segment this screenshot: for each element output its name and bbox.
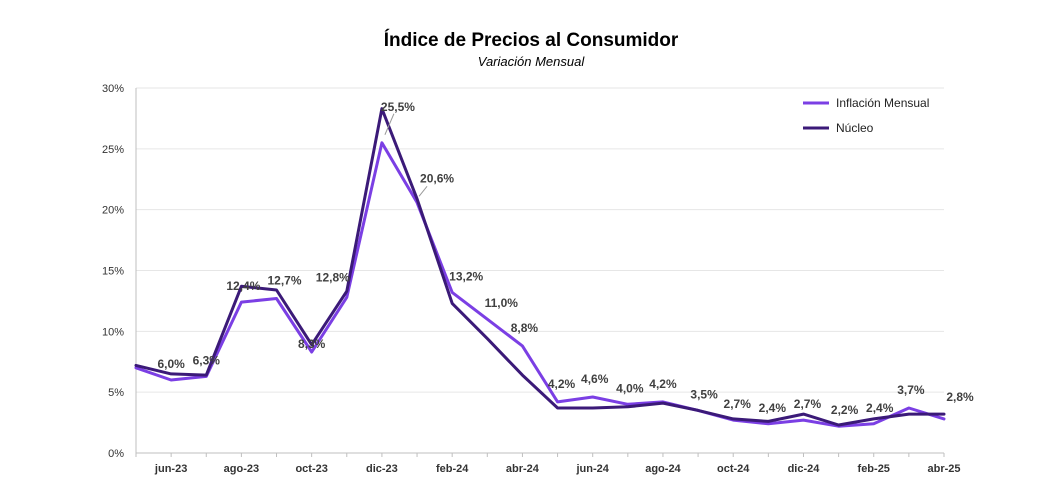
legend: Inflación Mensual Núcleo (803, 96, 929, 135)
x-tick-label: feb-25 (858, 463, 890, 475)
x-tick-label: dic-23 (366, 463, 398, 475)
data-label: 6,3% (193, 353, 221, 367)
chart-subtitle: Variación Mensual (477, 54, 585, 69)
data-label: 2,2% (831, 403, 859, 417)
x-tick-label: oct-23 (295, 463, 327, 475)
y-tick-label: 10% (102, 326, 124, 338)
x-tick-label: oct-24 (717, 463, 750, 475)
y-axis-ticks: 0% 5% 10% 15% 20% 25% 30% (102, 83, 124, 460)
y-tick-label: 30% (102, 83, 124, 95)
y-tick-label: 15% (102, 266, 124, 278)
data-label: 20,6% (420, 171, 454, 185)
data-label: 2,7% (724, 397, 752, 411)
axes (135, 88, 944, 454)
data-label: 8,8% (511, 321, 539, 335)
data-label: 2,4% (759, 401, 787, 415)
chart-title: Índice de Precios al Consumidor (383, 30, 679, 51)
data-label: 2,4% (866, 401, 894, 415)
series-line-inflacion-mensual (134, 141, 946, 428)
y-tick-label: 0% (108, 448, 124, 460)
data-label: 4,6% (581, 372, 609, 386)
y-tick-label: 20% (102, 205, 124, 217)
data-label: 4,2% (649, 377, 677, 391)
data-label: 11,0% (485, 296, 519, 310)
x-tick-label: jun-24 (575, 463, 609, 475)
x-tick-label: abr-25 (927, 463, 960, 475)
data-label: 12,8% (316, 270, 350, 284)
data-labels: 6,0% 6,3% 12,4% 12,7% 8,3% 12,8% 25,5% 20,6% 13,… (157, 100, 974, 417)
data-label: 6,0% (157, 357, 185, 371)
gridlines (136, 87, 944, 393)
x-tick-label: dic-24 (788, 463, 821, 475)
data-label: 25,5% (381, 100, 415, 114)
data-label: 3,7% (897, 383, 925, 397)
data-label: 4,2% (548, 377, 576, 391)
data-label: 3,5% (690, 387, 718, 401)
x-tick-label: feb-24 (436, 463, 469, 475)
y-tick-label: 25% (102, 144, 124, 156)
x-tick-label: ago-23 (224, 463, 259, 475)
data-label: 12,4% (226, 279, 260, 293)
legend-label: Inflación Mensual (836, 96, 929, 110)
data-label: 13,2% (449, 269, 483, 283)
data-label: 8,3% (298, 337, 326, 351)
data-label: 2,7% (794, 397, 822, 411)
series-lines (134, 107, 946, 428)
x-tick-label: abr-24 (506, 463, 540, 475)
data-label-leader (384, 113, 395, 135)
y-tick-label: 5% (108, 387, 124, 399)
series-line-nucleo (134, 107, 946, 427)
x-tick-label: ago-24 (645, 463, 681, 475)
data-label: 12,7% (268, 273, 302, 287)
data-label: 2,8% (946, 390, 974, 404)
x-axis-ticks: jun-23 ago-23 oct-23 dic-23 feb-24 abr-24 jun-… (135, 453, 961, 475)
legend-label: Núcleo (836, 121, 874, 135)
chart-title-block: Índice de Precios al Consumidor Variació… (0, 30, 1062, 69)
x-tick-label: jun-23 (154, 463, 187, 475)
data-label-leader (418, 186, 428, 197)
data-label: 4,0% (616, 381, 644, 395)
